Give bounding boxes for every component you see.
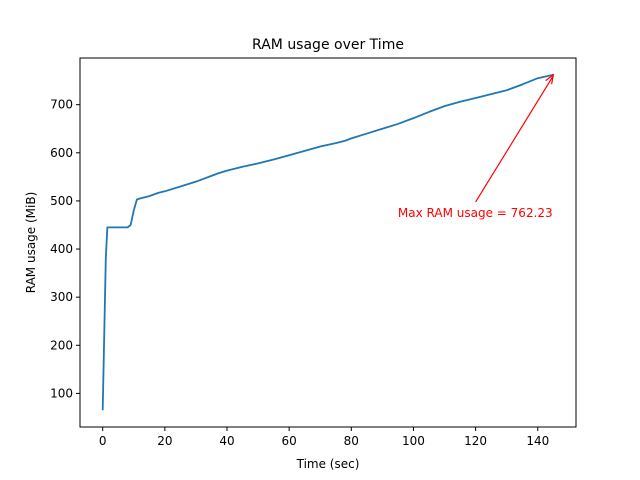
y-tick-label: 300 [50,290,73,304]
annotation-arrow-line [475,75,554,203]
x-tick-label: 100 [402,434,425,448]
chart-title: RAM usage over Time [252,37,404,53]
y-tick-label: 600 [50,146,73,160]
x-tick-label: 80 [344,434,359,448]
x-tick-label: 0 [99,434,107,448]
annotation: Max RAM usage = 762.23 [398,73,555,220]
y-axis-label: RAM usage (MiB) [24,192,38,294]
y-tick-label: 400 [50,242,73,256]
annotation-arrowhead [545,73,555,85]
x-axis-label: Time (sec) [296,457,360,471]
x-tick-label: 140 [526,434,549,448]
x-axis: 0 20 40 60 80 100 120 140 [99,427,549,448]
y-tick-label: 700 [50,98,73,112]
x-tick-label: 120 [464,434,487,448]
ram-usage-line [101,73,554,411]
x-tick-label: 60 [282,434,297,448]
x-tick-label: 40 [219,434,234,448]
max-ram-annotation-text: Max RAM usage = 762.23 [398,206,553,220]
y-tick-label: 500 [50,194,73,208]
y-tick-label: 100 [50,386,73,400]
y-tick-label: 200 [50,338,73,352]
x-tick-label: 20 [157,434,172,448]
y-axis: 100 200 300 400 500 600 700 [50,98,80,400]
series-layer [101,73,554,411]
plot-frame [79,57,577,428]
